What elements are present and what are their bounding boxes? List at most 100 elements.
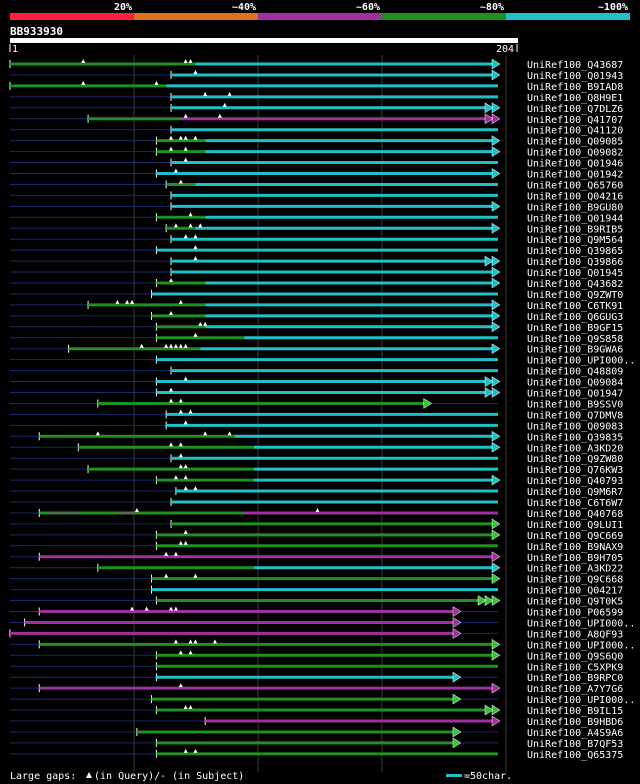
- hit-row[interactable]: UniRef100_Q9ZWT0: [10, 289, 623, 301]
- hit-row[interactable]: UniRef100_UPI000..: [10, 616, 635, 629]
- hit-row[interactable]: UniRef100_Q39866: [10, 255, 623, 268]
- hit-label[interactable]: UniRef100_B9RIB5: [527, 224, 623, 235]
- hit-label[interactable]: UniRef100_Q9ZWT0: [527, 290, 623, 301]
- hit-label[interactable]: UniRef100_Q9M6R7: [527, 487, 623, 498]
- hit-row[interactable]: UniRef100_Q9C669: [10, 529, 623, 542]
- hit-label[interactable]: UniRef100_B9SSV0: [527, 399, 623, 410]
- hit-row[interactable]: UniRef100_Q39865: [10, 245, 623, 257]
- hit-label[interactable]: UniRef100_Q9S858: [527, 334, 623, 345]
- hit-row[interactable]: UniRef100_C6T6W7: [10, 498, 623, 509]
- hit-label[interactable]: UniRef100_Q39866: [527, 257, 623, 268]
- hit-label[interactable]: UniRef100_B7QF53: [527, 739, 623, 750]
- hit-label[interactable]: UniRef100_A3KD22: [527, 564, 623, 575]
- hit-label[interactable]: UniRef100_B9GU80: [527, 202, 623, 213]
- hit-label[interactable]: UniRef100_Q76KW3: [527, 465, 623, 476]
- hit-label[interactable]: UniRef100_C5XPK9: [527, 662, 623, 673]
- hit-row[interactable]: UniRef100_P06599: [10, 606, 623, 619]
- hit-label[interactable]: UniRef100_UPI000..: [527, 640, 635, 651]
- hit-label[interactable]: UniRef100_Q09084: [527, 378, 623, 389]
- hit-row[interactable]: UniRef100_Q43687: [9, 58, 623, 71]
- hit-label[interactable]: UniRef100_Q9LUI1: [527, 520, 623, 531]
- hit-label[interactable]: UniRef100_B9NAX9: [527, 542, 623, 553]
- hit-row[interactable]: UniRef100_Q9M564: [10, 234, 623, 246]
- hit-label[interactable]: UniRef100_UPI000..: [527, 356, 635, 367]
- hit-label[interactable]: UniRef100_Q43682: [527, 279, 623, 290]
- hit-label[interactable]: UniRef100_Q01945: [527, 268, 623, 279]
- hit-row[interactable]: UniRef100_B9RPC0: [10, 671, 623, 684]
- hit-label[interactable]: UniRef100_Q01944: [527, 213, 623, 224]
- hit-row[interactable]: UniRef100_Q76KW3: [10, 464, 623, 476]
- hit-row[interactable]: UniRef100_C6TK91: [10, 299, 623, 312]
- hit-label[interactable]: UniRef100_B9IAD8: [527, 82, 623, 93]
- hit-label[interactable]: UniRef100_Q40793: [527, 476, 623, 487]
- hit-label[interactable]: UniRef100_Q8H9E1: [527, 93, 623, 104]
- hit-label[interactable]: UniRef100_Q65760: [527, 180, 623, 191]
- hit-label[interactable]: UniRef100_Q7DMV8: [527, 410, 623, 421]
- hit-row[interactable]: UniRef100_B9IAD8: [9, 80, 623, 93]
- hit-label[interactable]: UniRef100_Q9C668: [527, 575, 623, 586]
- hit-row[interactable]: UniRef100_B7QF53: [10, 737, 623, 750]
- hit-label[interactable]: UniRef100_Q41120: [527, 126, 623, 137]
- hit-label[interactable]: UniRef100_Q39835: [527, 432, 623, 443]
- hit-label[interactable]: UniRef100_B9H705: [527, 553, 623, 564]
- hit-row[interactable]: UniRef100_B9NAX9: [10, 540, 623, 553]
- hit-row[interactable]: UniRef100_Q6GUG3: [10, 310, 623, 323]
- hit-label[interactable]: UniRef100_A4S9A6: [527, 728, 623, 739]
- hit-label[interactable]: UniRef100_B9GF15: [527, 323, 623, 334]
- hit-label[interactable]: UniRef100_B9IL15: [527, 706, 623, 717]
- hit-label[interactable]: UniRef100_B9RPC0: [527, 673, 623, 684]
- hit-row[interactable]: UniRef100_Q01947: [10, 387, 623, 400]
- hit-row[interactable]: UniRef100_B9H705: [10, 551, 623, 564]
- hit-row[interactable]: UniRef100_Q9C668: [10, 573, 623, 586]
- hit-label[interactable]: UniRef100_Q9M564: [527, 235, 623, 246]
- hit-label[interactable]: UniRef100_Q04217: [527, 586, 623, 597]
- hit-row[interactable]: UniRef100_A3KD22: [10, 562, 623, 575]
- hit-row[interactable]: UniRef100_Q9S858: [10, 332, 623, 345]
- hit-row[interactable]: UniRef100_A7Y7G6: [10, 682, 623, 695]
- hit-label[interactable]: UniRef100_Q09085: [527, 137, 623, 148]
- hit-row[interactable]: UniRef100_Q40768: [10, 507, 623, 520]
- hit-row[interactable]: UniRef100_Q48809: [10, 366, 623, 378]
- hit-label[interactable]: UniRef100_B9HBD6: [527, 717, 623, 728]
- hit-row[interactable]: UniRef100_B9HBD6: [10, 715, 623, 728]
- hit-row[interactable]: UniRef100_B9GWA6: [10, 343, 623, 356]
- hit-row[interactable]: UniRef100_Q43682: [10, 277, 623, 290]
- hit-row[interactable]: UniRef100_Q7DMV8: [10, 409, 623, 421]
- hit-row[interactable]: UniRef100_Q7DLZ6: [10, 102, 623, 115]
- hit-label[interactable]: UniRef100_Q01943: [527, 71, 623, 82]
- hit-label[interactable]: UniRef100_B9GWA6: [527, 345, 623, 356]
- hit-label[interactable]: UniRef100_Q9C669: [527, 531, 623, 542]
- hit-label[interactable]: UniRef100_Q09083: [527, 421, 623, 432]
- hit-label[interactable]: UniRef100_UPI000..: [527, 695, 635, 706]
- hit-label[interactable]: UniRef100_Q9S6Q0: [527, 651, 623, 662]
- hit-row[interactable]: UniRef100_Q01942: [10, 168, 623, 181]
- hit-row[interactable]: UniRef100_Q39835: [10, 430, 623, 443]
- hit-label[interactable]: UniRef100_Q39865: [527, 246, 623, 257]
- hit-row[interactable]: UniRef100_Q04216: [10, 191, 623, 202]
- hit-label[interactable]: UniRef100_Q48809: [527, 367, 623, 378]
- hit-label[interactable]: UniRef100_Q09082: [527, 148, 623, 159]
- hit-row[interactable]: UniRef100_B9RIB5: [10, 222, 623, 235]
- hit-row[interactable]: UniRef100_Q65375: [10, 748, 623, 761]
- hit-label[interactable]: UniRef100_Q01946: [527, 159, 623, 170]
- hit-label[interactable]: UniRef100_Q9T0K5: [527, 597, 623, 608]
- hit-row[interactable]: UniRef100_A8QF93: [9, 627, 623, 640]
- hit-row[interactable]: UniRef100_Q01946: [10, 157, 623, 170]
- hit-label[interactable]: UniRef100_Q01947: [527, 389, 623, 400]
- hit-row[interactable]: UniRef100_Q04217: [10, 585, 623, 597]
- hit-row[interactable]: UniRef100_B9IL15: [10, 704, 623, 717]
- hit-row[interactable]: UniRef100_UPI000..: [10, 638, 635, 651]
- hit-row[interactable]: UniRef100_Q9ZW80: [10, 453, 623, 465]
- hit-label[interactable]: UniRef100_Q9ZW80: [527, 454, 623, 465]
- hit-row[interactable]: UniRef100_UPI000..: [10, 355, 635, 367]
- hit-row[interactable]: UniRef100_Q01945: [10, 266, 623, 279]
- hit-label[interactable]: UniRef100_UPI000..: [527, 618, 635, 629]
- hit-row[interactable]: UniRef100_B9GF15: [10, 321, 623, 334]
- hit-label[interactable]: UniRef100_A7Y7G6: [527, 684, 623, 695]
- hit-row[interactable]: UniRef100_Q9S6Q0: [10, 649, 623, 662]
- hit-label[interactable]: UniRef100_A8QF93: [527, 629, 623, 640]
- hit-row[interactable]: UniRef100_Q09085: [10, 135, 623, 148]
- hit-label[interactable]: UniRef100_Q41707: [527, 115, 623, 126]
- hit-label[interactable]: UniRef100_Q43687: [527, 60, 623, 71]
- hit-row[interactable]: UniRef100_C5XPK9: [10, 662, 623, 673]
